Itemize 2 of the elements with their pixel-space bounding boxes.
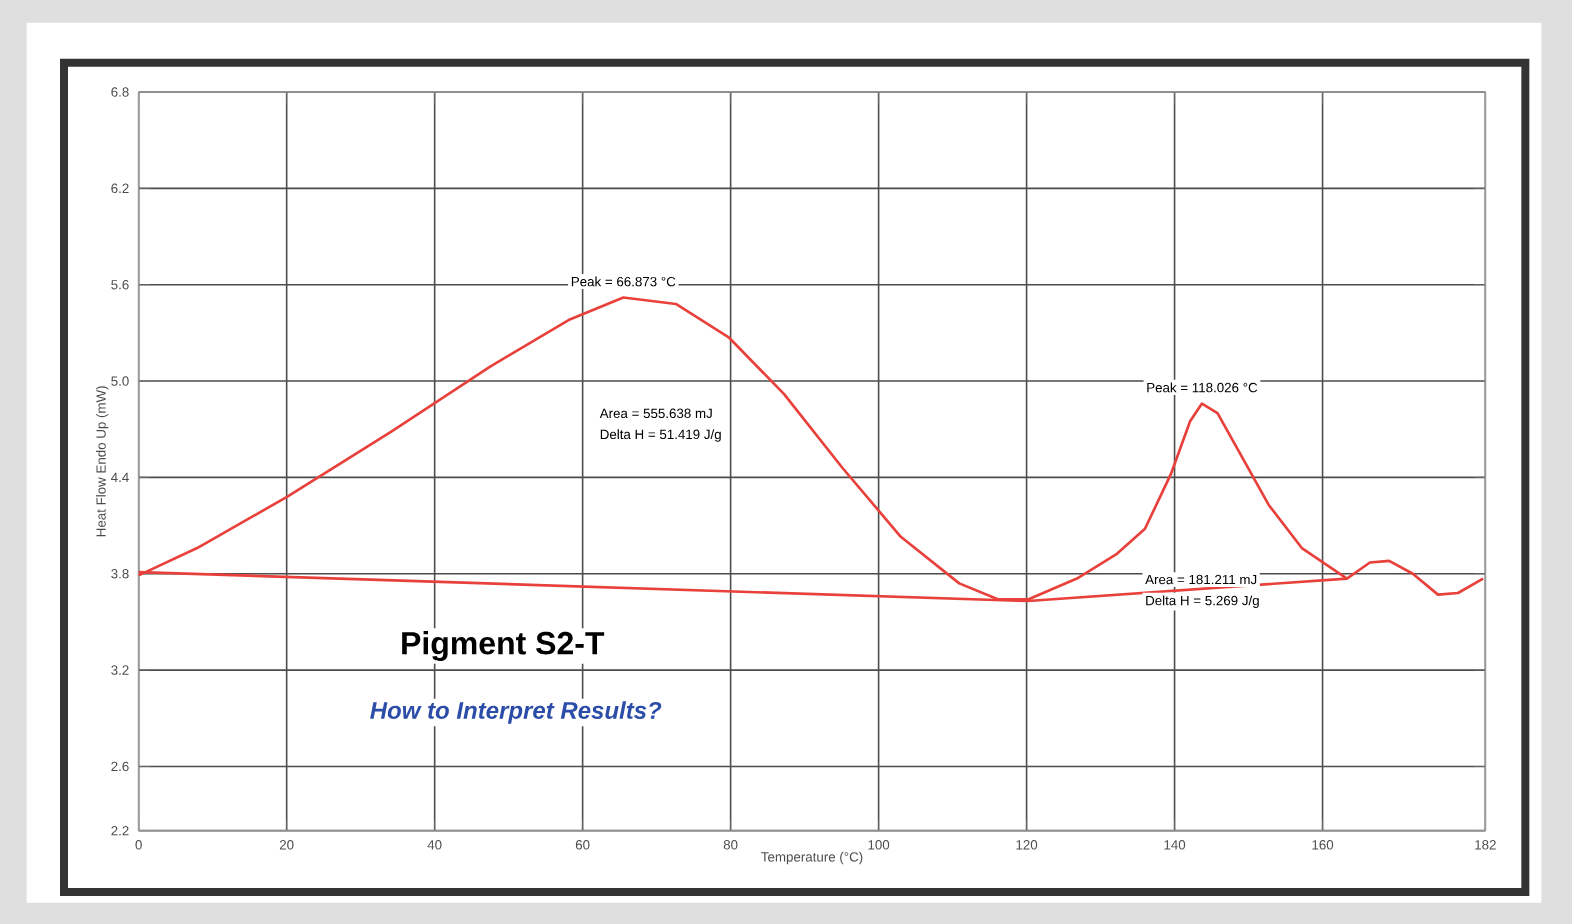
text: Pigment S2-T: [402, 631, 605, 661]
text: How to Interpret Results?: [370, 701, 662, 724]
